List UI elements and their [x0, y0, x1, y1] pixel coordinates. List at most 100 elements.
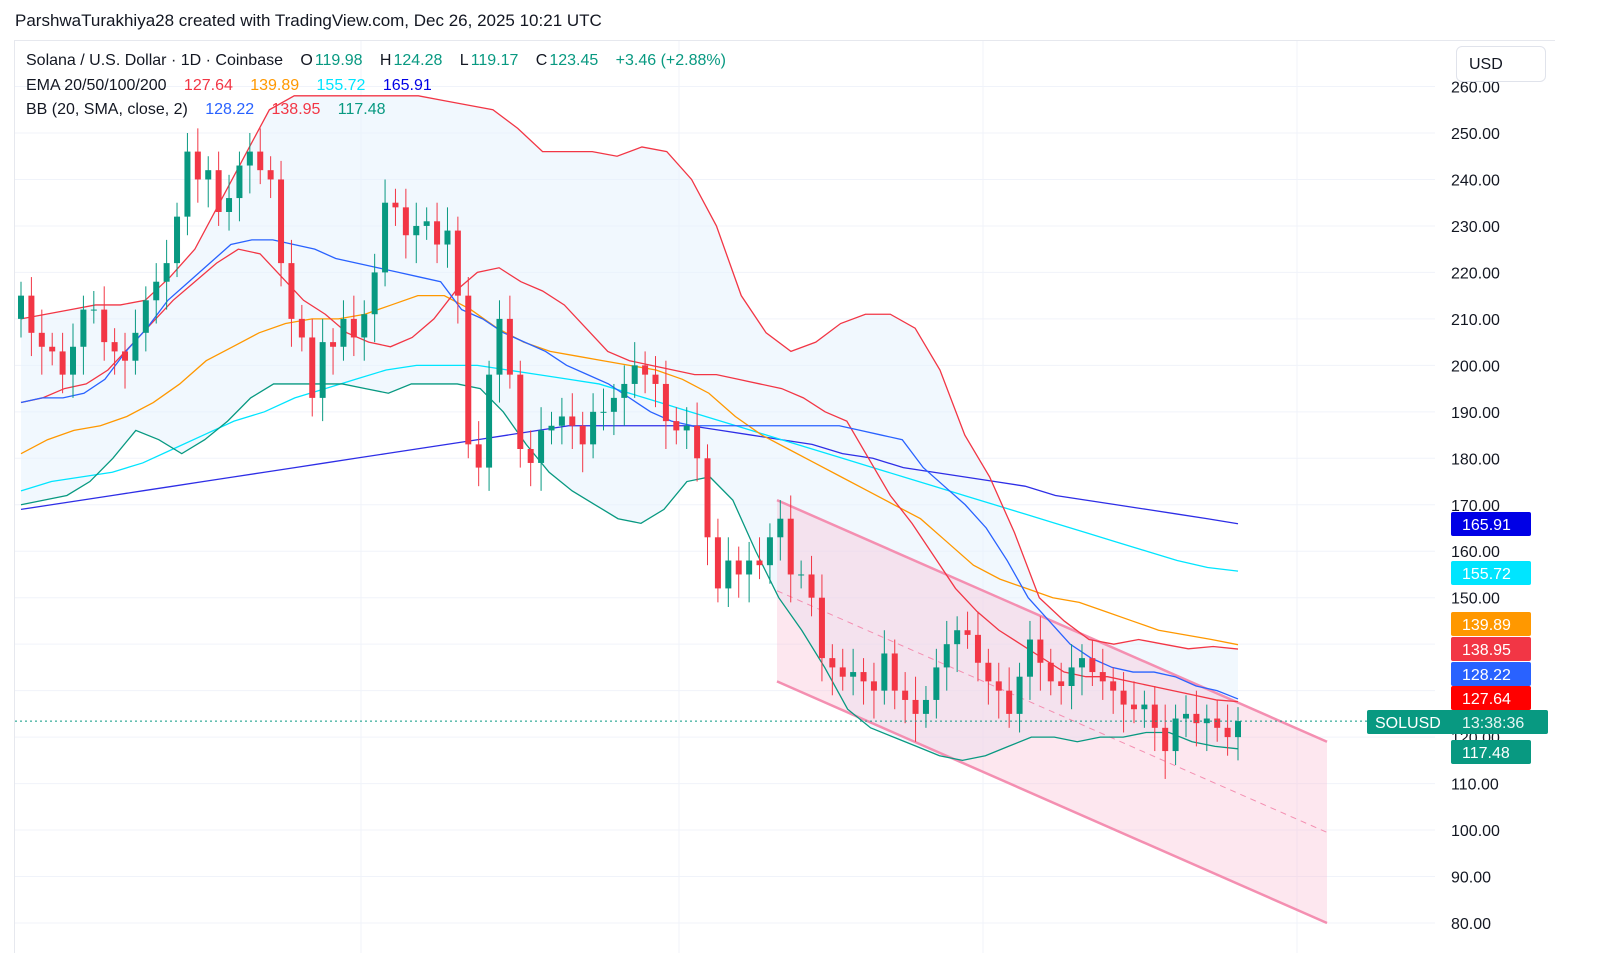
candle-body[interactable] — [111, 342, 118, 352]
candle-body[interactable] — [90, 309, 97, 311]
candle-body[interactable] — [454, 230, 461, 296]
candle-body[interactable] — [943, 644, 950, 668]
bb-lower-line[interactable] — [20, 383, 1239, 762]
candle-body[interactable] — [465, 295, 472, 445]
candle-body[interactable] — [382, 202, 389, 273]
candle-body[interactable] — [174, 216, 181, 264]
candle-body[interactable] — [142, 300, 149, 333]
candle-body[interactable] — [839, 667, 846, 677]
candle-body[interactable] — [673, 421, 680, 431]
candle-body[interactable] — [205, 170, 212, 180]
channel-lower-line[interactable] — [776, 680, 1328, 925]
candle-body[interactable] — [860, 672, 867, 682]
candle-body[interactable] — [735, 560, 742, 575]
candle-body[interactable] — [1182, 713, 1189, 719]
candle-body[interactable] — [340, 318, 347, 347]
candle-body[interactable] — [1214, 718, 1221, 728]
currency-selector-button[interactable]: USD — [1456, 46, 1546, 82]
candle-body[interactable] — [1193, 713, 1200, 724]
candle-body[interactable] — [933, 667, 940, 700]
candle-body[interactable] — [215, 170, 222, 212]
candle-body[interactable] — [558, 416, 565, 426]
candle-body[interactable] — [829, 658, 836, 668]
candle-body[interactable] — [881, 653, 888, 691]
candle-body[interactable] — [517, 374, 524, 449]
candle-body[interactable] — [226, 198, 233, 212]
candle-body[interactable] — [527, 449, 534, 463]
candle-body[interactable] — [80, 309, 87, 347]
candle-body[interactable] — [590, 411, 597, 445]
candle-body[interactable] — [621, 383, 628, 398]
candle-body[interactable] — [298, 318, 305, 338]
candle-body[interactable] — [652, 374, 659, 384]
candle-body[interactable] — [1110, 681, 1117, 691]
candle-body[interactable] — [798, 574, 805, 576]
candle-body[interactable] — [163, 263, 170, 282]
candle-body[interactable] — [902, 690, 909, 700]
candle-body[interactable] — [1047, 662, 1054, 682]
candle-body[interactable] — [475, 444, 482, 468]
candle-body[interactable] — [1141, 704, 1148, 710]
ema100-line[interactable] — [20, 364, 1239, 572]
candle-body[interactable] — [350, 318, 357, 338]
candle-body[interactable] — [777, 518, 784, 538]
candle-body[interactable] — [423, 221, 430, 226]
candle-body[interactable] — [70, 346, 77, 375]
candle-body[interactable] — [1162, 727, 1169, 752]
candle-body[interactable] — [101, 309, 108, 343]
candle-body[interactable] — [548, 425, 555, 431]
candle-body[interactable] — [1172, 718, 1179, 752]
candle-body[interactable] — [257, 151, 264, 171]
candle-body[interactable] — [236, 165, 243, 199]
candle-body[interactable] — [246, 151, 253, 166]
candle-body[interactable] — [714, 537, 721, 589]
candle-body[interactable] — [288, 263, 295, 319]
candle-body[interactable] — [1078, 658, 1085, 668]
candle-body[interactable] — [444, 230, 451, 245]
candle-body[interactable] — [1016, 676, 1023, 714]
legend-ema-row[interactable]: EMA 20/50/100/200 127.64 139.89 155.72 1… — [26, 77, 434, 95]
chart-area[interactable]: 80.0090.00100.00110.00120.00130.00140.00… — [14, 40, 1555, 953]
candle-body[interactable] — [267, 170, 274, 180]
ema50-line[interactable] — [20, 294, 1239, 646]
candle-body[interactable] — [1130, 704, 1137, 710]
candle-body[interactable] — [808, 574, 815, 598]
candle-body[interactable] — [1099, 672, 1106, 682]
candle-body[interactable] — [59, 351, 66, 375]
candle-body[interactable] — [964, 630, 971, 635]
candle-body[interactable] — [1058, 681, 1065, 686]
candle-body[interactable] — [194, 151, 201, 180]
candle-body[interactable] — [278, 179, 285, 264]
candle-body[interactable] — [392, 202, 399, 208]
candle-body[interactable] — [922, 699, 929, 714]
candle-body[interactable] — [402, 207, 409, 236]
candle-body[interactable] — [995, 681, 1002, 691]
candle-body[interactable] — [569, 416, 576, 426]
candle-body[interactable] — [434, 221, 441, 245]
symbol-title[interactable]: Solana / U.S. Dollar · 1D · Coinbase — [26, 52, 283, 69]
candle-body[interactable] — [912, 699, 919, 714]
candle-body[interactable] — [18, 295, 24, 319]
candle-body[interactable] — [538, 430, 545, 463]
candle-body[interactable] — [1006, 690, 1013, 714]
candle-body[interactable] — [361, 314, 368, 338]
candle-body[interactable] — [694, 425, 701, 459]
candle-body[interactable] — [506, 318, 513, 375]
candle-body[interactable] — [38, 332, 45, 347]
candle-body[interactable] — [725, 560, 732, 589]
candle-body[interactable] — [132, 332, 139, 361]
candle-body[interactable] — [309, 337, 316, 398]
candle-body[interactable] — [1235, 721, 1241, 738]
candle-body[interactable] — [28, 295, 35, 333]
candle-body[interactable] — [486, 374, 493, 468]
candle-body[interactable] — [818, 597, 825, 659]
candle-body[interactable] — [184, 151, 191, 217]
candle-body[interactable] — [49, 346, 56, 352]
candle-body[interactable] — [631, 365, 638, 384]
candle-body[interactable] — [974, 634, 981, 663]
legend-bb-row[interactable]: BB (20, SMA, close, 2) 128.22 138.95 117… — [26, 101, 388, 119]
price-chart-svg[interactable]: 80.0090.00100.00110.00120.00130.00140.00… — [15, 41, 1555, 953]
candle-body[interactable] — [787, 518, 794, 575]
candle-body[interactable] — [662, 383, 669, 422]
candle-body[interactable] — [642, 365, 649, 375]
